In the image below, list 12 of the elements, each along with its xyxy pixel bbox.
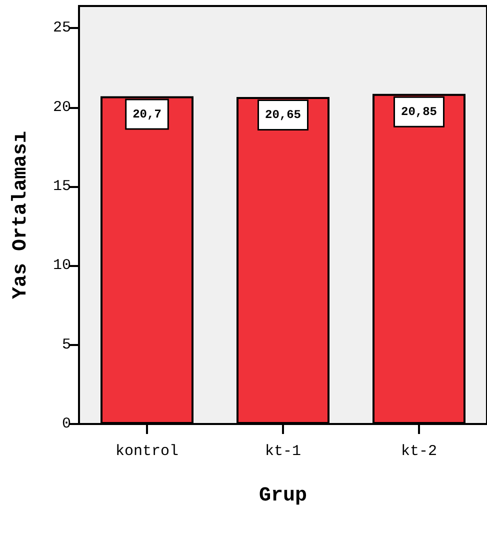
x-tick-label: kt-2 — [400, 443, 438, 460]
y-tick-label: 10 — [52, 257, 71, 274]
data-label: 20,65 — [264, 108, 302, 122]
x-tick-label: kt-1 — [264, 443, 302, 460]
data-label: 20,85 — [400, 104, 438, 119]
data-label: 20,7 — [132, 107, 162, 122]
y-tick-label: 15 — [52, 178, 71, 195]
y-axis-title: Yas Ortalaması — [10, 130, 32, 300]
y-tick-label: 25 — [52, 20, 71, 37]
x-tick-label: kontrol — [115, 443, 179, 460]
y-tick-label: 20 — [52, 98, 71, 116]
x-axis-title: Grup — [258, 484, 308, 508]
